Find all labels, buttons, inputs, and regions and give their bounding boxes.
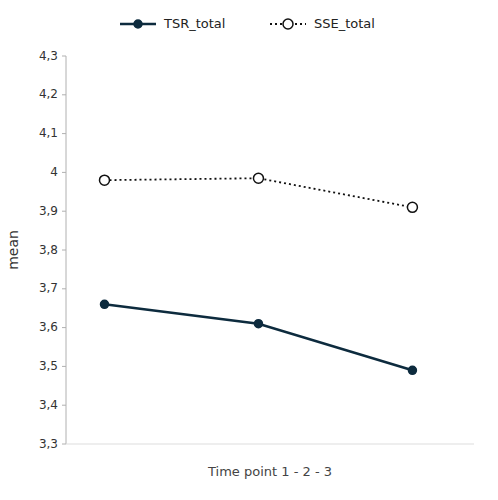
series-marker: [254, 320, 262, 328]
series-marker: [253, 173, 263, 183]
y-tick-label: 3,9: [39, 204, 58, 218]
y-tick-label: 4: [50, 165, 58, 179]
y-tick-label: 4,2: [39, 87, 58, 101]
legend-label: TSR_total: [163, 16, 225, 31]
y-tick: [62, 56, 66, 57]
legend: TSR_total SSE_total: [120, 16, 375, 31]
y-tick: [62, 366, 66, 367]
y-tick-label: 3,6: [39, 320, 58, 334]
y-tick-label: 4,3: [39, 49, 58, 63]
y-tick: [62, 444, 66, 445]
y-axis-label: mean: [5, 230, 21, 270]
y-tick: [62, 327, 66, 328]
y-tick-label: 3,8: [39, 243, 58, 257]
series-marker: [100, 300, 108, 308]
series-marker: [407, 202, 417, 212]
y-tick: [62, 94, 66, 95]
y-tick-label: 3,7: [39, 281, 58, 295]
y-tick: [62, 172, 66, 173]
y-tick: [62, 211, 66, 212]
series-marker: [408, 366, 416, 374]
y-tick-label: 3,5: [39, 359, 58, 373]
x-axis-line: [66, 444, 474, 445]
y-tick: [62, 405, 66, 406]
y-tick: [62, 288, 66, 289]
series-line: [104, 304, 412, 370]
legend-marker: [134, 20, 142, 28]
legend-marker: [283, 19, 293, 29]
y-tick: [62, 133, 66, 134]
chart: 3,3 3,4 3,5 3,6 3,7 3,8 3,9 4 4,1 4,2 4,3 Time poin…: [0, 0, 498, 500]
y-tick-label: 3,4: [39, 398, 58, 412]
plot-area: [99, 173, 417, 374]
y-tick: [62, 250, 66, 251]
y-tick-label: 3,3: [39, 437, 58, 451]
y-tick-label: 4,1: [39, 126, 58, 140]
x-axis-label: Time point 1 - 2 - 3: [207, 464, 332, 479]
series-marker: [99, 175, 109, 185]
legend-label: SSE_total: [314, 16, 375, 31]
